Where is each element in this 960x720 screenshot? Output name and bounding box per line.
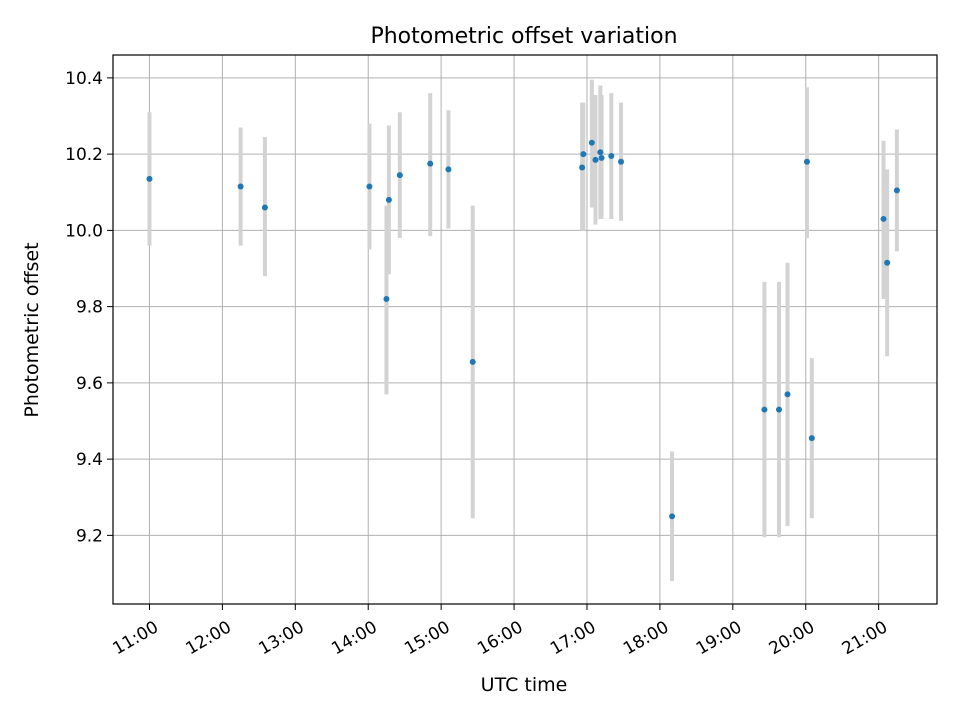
data-point <box>893 187 900 194</box>
data-point <box>597 149 604 156</box>
data-point <box>579 164 586 171</box>
x-axis-label: UTC time <box>481 674 568 696</box>
plot-frame <box>112 54 938 605</box>
data-point <box>776 406 783 413</box>
y-axis: 9.2 9.4 9.6 9.8 10.0 10.2 10.4 <box>65 69 113 546</box>
data-point <box>366 183 373 190</box>
data-point <box>396 172 403 179</box>
data-point <box>880 215 887 222</box>
data-point <box>803 158 810 165</box>
data-point <box>808 435 815 442</box>
y-tick-label: 9.2 <box>76 526 103 546</box>
y-tick-label: 9.4 <box>76 450 103 470</box>
data-point <box>588 139 595 146</box>
data-point <box>146 175 153 182</box>
grid <box>113 55 937 604</box>
data-point <box>669 513 676 520</box>
data-point <box>261 204 268 211</box>
y-tick-label: 9.6 <box>76 374 103 394</box>
data-point <box>761 406 768 413</box>
y-tick-label: 9.8 <box>76 298 103 318</box>
data-point <box>427 160 434 167</box>
data-point <box>237 183 244 190</box>
y-tick-label: 10.0 <box>65 221 103 241</box>
data-point <box>469 358 476 365</box>
data-point <box>884 259 891 266</box>
chart-title: Photometric offset variation <box>370 24 677 49</box>
data-point <box>608 153 615 160</box>
y-axis-label: Photometric offset <box>21 242 43 417</box>
data-point <box>618 158 625 165</box>
data-point <box>592 156 599 163</box>
data-point <box>580 151 587 158</box>
y-tick-label: 10.2 <box>65 145 103 165</box>
data-point <box>385 196 392 203</box>
data-point <box>445 166 452 173</box>
data-points <box>146 139 900 520</box>
data-point <box>383 296 390 302</box>
y-tick-label: 10.4 <box>65 69 103 89</box>
data-point <box>784 391 791 398</box>
data-point <box>598 154 605 161</box>
